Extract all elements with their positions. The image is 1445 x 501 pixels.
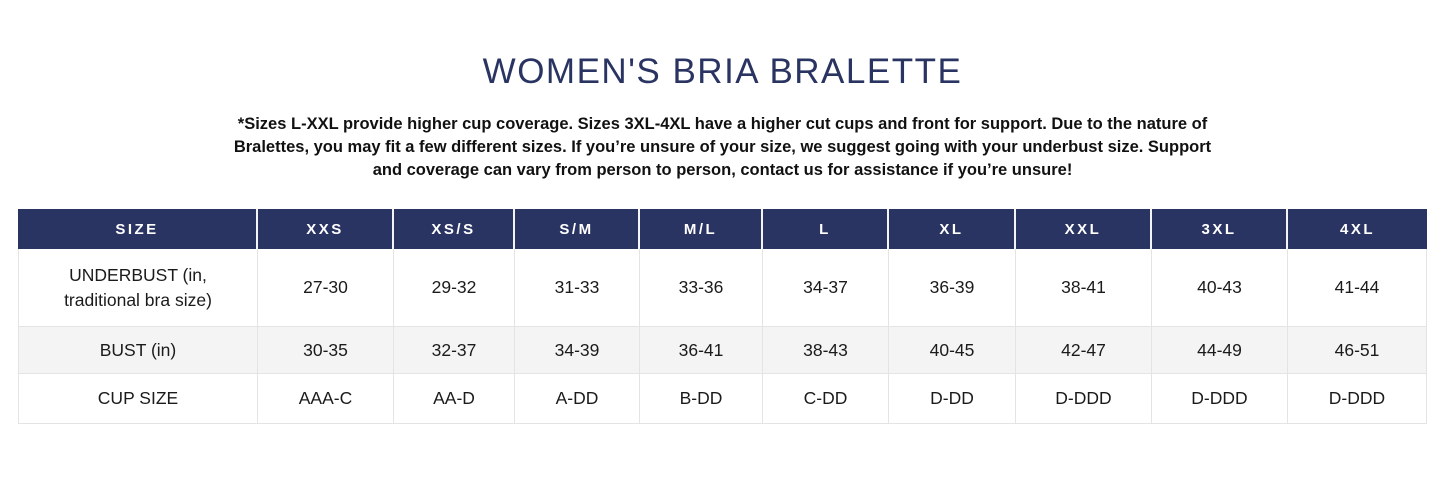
table-cell: 36-39: [889, 249, 1016, 327]
header-cell-xxl: XXL: [1016, 209, 1152, 249]
table-cell: 41-44: [1288, 249, 1427, 327]
header-cell-xl: XL: [889, 209, 1016, 249]
table-cell: 34-39: [515, 327, 640, 374]
table-cell: 36-41: [640, 327, 763, 374]
header-cell-size: SIZE: [18, 209, 258, 249]
header-cell-xs-s: XS/S: [394, 209, 515, 249]
table-cell: AA-D: [394, 374, 515, 424]
table-cell: 33-36: [640, 249, 763, 327]
table-cell: 30-35: [258, 327, 394, 374]
table-cell: D-DDD: [1288, 374, 1427, 424]
page-title: WOMEN'S BRIA BRALETTE: [482, 52, 963, 91]
table-cell: 40-43: [1152, 249, 1288, 327]
header-cell-3xl: 3XL: [1152, 209, 1288, 249]
row-label-text: BUST (in): [99, 339, 177, 360]
row-label-bust: BUST (in): [18, 327, 258, 374]
table-cell: B-DD: [640, 374, 763, 424]
table-cell: 40-45: [889, 327, 1016, 374]
table-cell: 46-51: [1288, 327, 1427, 374]
table-cell: 32-37: [394, 327, 515, 374]
header-cell-4xl: 4XL: [1288, 209, 1427, 249]
size-disclaimer-text: *Sizes L-XXL provide higher cup coverage…: [233, 115, 1212, 179]
row-label-text: CUP SIZE: [97, 388, 179, 408]
size-chart-section: WOMEN'S BRIA BRALETTE *Sizes L-XXL provi…: [0, 52, 1445, 424]
table-cell: AAA-C: [258, 374, 394, 424]
table-row-underbust: UNDERBUST (in, traditional bra size) 27-…: [18, 249, 1427, 327]
table-cell: 44-49: [1152, 327, 1288, 374]
size-table-wrapper: SIZE XXS XS/S S/M M/L L XL XXL 3XL 4XL U…: [18, 209, 1427, 424]
table-cell: D-DDD: [1152, 374, 1288, 424]
table-cell: 31-33: [515, 249, 640, 327]
row-label-text: UNDERBUST (in, traditional bra size): [64, 264, 212, 310]
table-cell: 38-43: [763, 327, 889, 374]
table-cell: D-DD: [889, 374, 1016, 424]
header-cell-l: L: [763, 209, 889, 249]
size-chart-table: SIZE XXS XS/S S/M M/L L XL XXL 3XL 4XL U…: [18, 209, 1427, 424]
table-cell: D-DDD: [1016, 374, 1152, 424]
row-label-underbust: UNDERBUST (in, traditional bra size): [18, 249, 258, 327]
row-label-cup-size: CUP SIZE: [18, 374, 258, 424]
table-cell: 42-47: [1016, 327, 1152, 374]
table-row-cup-size: CUP SIZE AAA-C AA-D A-DD B-DD C-DD D-DD …: [18, 374, 1427, 424]
header-cell-s-m: S/M: [515, 209, 640, 249]
header-cell-xxs: XXS: [258, 209, 394, 249]
table-cell: 38-41: [1016, 249, 1152, 327]
table-cell: C-DD: [763, 374, 889, 424]
table-header-row: SIZE XXS XS/S S/M M/L L XL XXL 3XL 4XL: [18, 209, 1427, 249]
table-cell: 27-30: [258, 249, 394, 327]
table-cell: 29-32: [394, 249, 515, 327]
table-cell: A-DD: [515, 374, 640, 424]
table-cell: 34-37: [763, 249, 889, 327]
header-cell-m-l: M/L: [640, 209, 763, 249]
table-row-bust: BUST (in) 30-35 32-37 34-39 36-41 38-43 …: [18, 327, 1427, 374]
